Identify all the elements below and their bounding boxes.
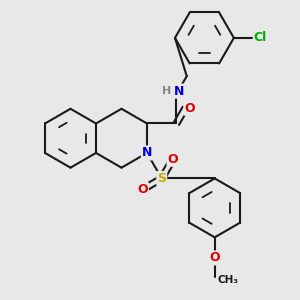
Text: O: O	[167, 153, 178, 166]
Text: Cl: Cl	[254, 32, 267, 44]
Text: O: O	[209, 251, 220, 264]
Text: H: H	[161, 86, 171, 96]
Text: CH₃: CH₃	[218, 275, 239, 285]
Text: S: S	[157, 172, 166, 185]
Text: N: N	[142, 146, 152, 159]
Text: N: N	[174, 85, 184, 98]
Text: O: O	[137, 183, 148, 196]
Text: O: O	[184, 102, 195, 115]
